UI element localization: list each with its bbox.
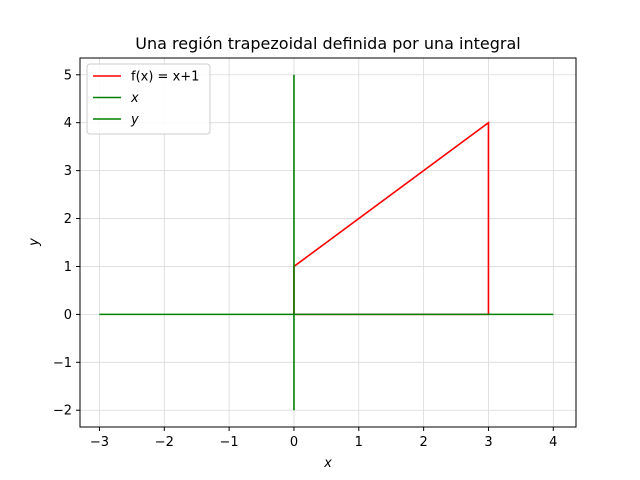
x-axis-ticks: −3 −2 −1 0 1 2 3 4 xyxy=(90,427,557,450)
x-tick-label: 4 xyxy=(549,435,557,450)
y-tick-label: −1 xyxy=(53,356,72,371)
x-tick-label: 2 xyxy=(419,435,427,450)
y-tick-label: −2 xyxy=(53,404,72,419)
x-axis-label: x xyxy=(323,456,332,471)
x-tick-label: 3 xyxy=(484,435,492,450)
y-tick-label: 3 xyxy=(64,164,72,179)
y-tick-label: 2 xyxy=(64,212,72,227)
x-tick-label: −2 xyxy=(155,435,174,450)
y-tick-label: 5 xyxy=(64,68,72,83)
y-tick-label: 4 xyxy=(64,116,72,131)
x-tick-label: 0 xyxy=(290,435,298,450)
legend-label-3: y xyxy=(130,113,139,128)
x-tick-label: −1 xyxy=(220,435,239,450)
y-axis-label: y xyxy=(27,238,42,247)
y-axis-ticks: −2 −1 0 1 2 3 4 5 xyxy=(53,68,80,419)
chart-title: Una región trapezoidal definida por una … xyxy=(135,34,520,53)
legend-frame xyxy=(86,63,211,135)
plot-lines xyxy=(99,74,554,411)
x-tick-label: 1 xyxy=(355,435,363,450)
plot-frame xyxy=(79,57,577,428)
legend: f(x) = x+1 xy xyxy=(86,63,211,135)
y-tick-label: 1 xyxy=(64,260,72,275)
x-tick-label: −3 xyxy=(90,435,109,450)
legend-label-1: f(x) = x+1 xyxy=(131,70,199,85)
legend-label-2: x xyxy=(130,91,139,106)
y-tick-label: 0 xyxy=(64,308,72,323)
